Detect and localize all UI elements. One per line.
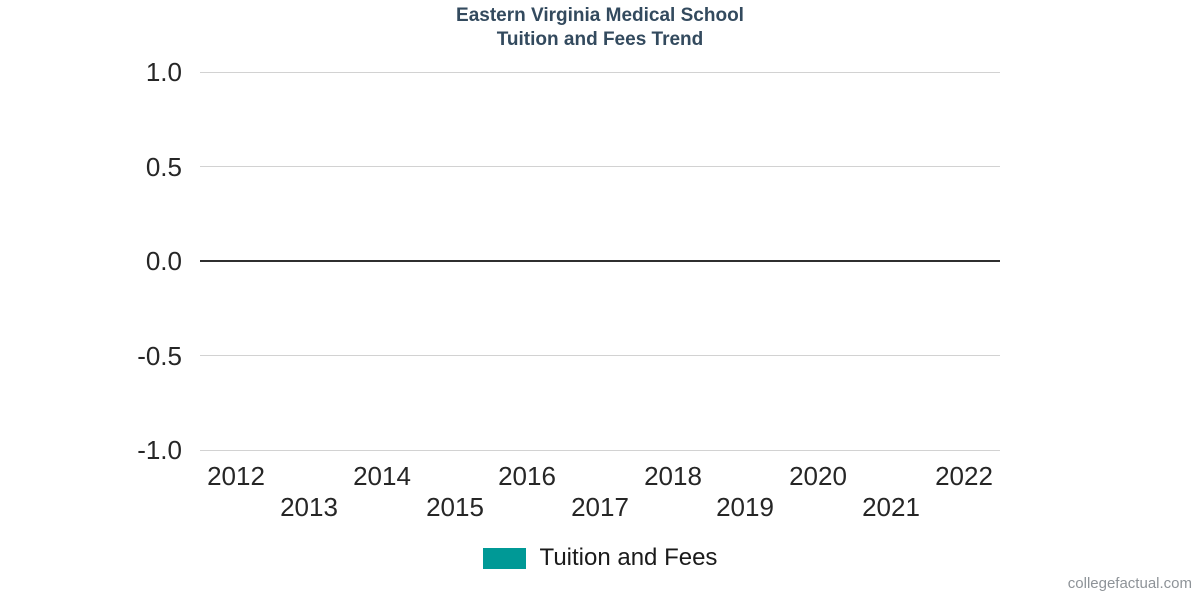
x-tick-label: 2018 <box>644 461 702 491</box>
x-tick-label: 2015 <box>426 492 484 522</box>
y-tick-label: 0.5 <box>145 152 182 182</box>
legend: Tuition and Fees <box>0 544 1200 572</box>
watermark-link[interactable]: collegefactual.com <box>1067 575 1192 592</box>
x-tick-label: 2014 <box>353 461 411 491</box>
legend-swatch-tuition-and-fees[interactable] <box>482 547 526 569</box>
y-tick-label: 1.0 <box>145 57 182 87</box>
legend-label[interactable]: Tuition and Fees <box>539 544 718 571</box>
x-tick-label: 2016 <box>498 461 556 491</box>
x-tick-label: 2013 <box>280 492 338 522</box>
zero-axis-line <box>200 260 1000 262</box>
y-tick-label: -0.5 <box>137 341 182 371</box>
x-tick-label: 2020 <box>789 461 847 491</box>
chart-title-line2: Tuition and Fees Trend <box>496 29 704 50</box>
gridline <box>200 72 1000 73</box>
x-tick-label: 2019 <box>716 492 774 522</box>
x-tick-label: 2012 <box>207 461 265 491</box>
y-tick-label: 0.0 <box>145 246 182 276</box>
x-tick-label: 2017 <box>571 492 629 522</box>
y-tick-label: -1.0 <box>137 435 182 465</box>
gridline <box>200 450 1000 451</box>
x-tick-label: 2021 <box>862 492 920 522</box>
gridline <box>200 355 1000 356</box>
gridline <box>200 166 1000 167</box>
chart-title-line1: Eastern Virginia Medical School <box>456 5 744 26</box>
x-tick-label: 2022 <box>935 461 993 491</box>
chart-title: Eastern Virginia Medical School Tuition … <box>0 4 1200 52</box>
